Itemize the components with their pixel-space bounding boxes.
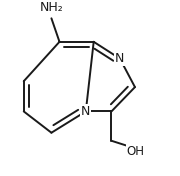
Text: N: N — [115, 52, 125, 65]
Text: OH: OH — [127, 145, 145, 158]
Text: N: N — [81, 105, 91, 118]
Text: NH₂: NH₂ — [40, 1, 63, 14]
